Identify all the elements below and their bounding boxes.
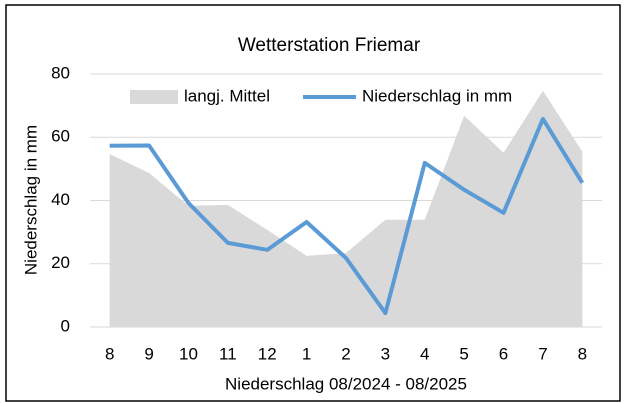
y-tick-label: 20 [51,253,70,272]
legend-label: Niederschlag in mm [362,86,512,105]
x-tick-label: 9 [144,344,153,363]
x-tick-label: 6 [499,344,508,363]
x-tick-label: 8 [578,344,587,363]
x-tick-label: 12 [258,344,277,363]
chart-title: Wetterstation Friemar [238,35,421,56]
y-tick-label: 0 [61,316,70,335]
line [109,116,585,316]
x-tick-label: 3 [381,344,390,363]
area [109,90,583,327]
legend-swatch [130,90,178,104]
x-tick-label: 1 [302,344,311,363]
legend-label: langj. Mittel [184,86,270,105]
x-tick-label: 2 [341,344,350,363]
y-axis-title: Niederschlag in mm [21,125,40,275]
x-tick-label: 5 [459,344,468,363]
x-axis-title: Niederschlag 08/2024 - 08/2025 [225,374,467,393]
y-tick-label: 60 [51,127,70,146]
x-tick-label: 10 [179,344,198,363]
x-tick-label: 4 [420,344,429,363]
y-tick-label: 80 [51,63,70,82]
x-tick-label: 8 [105,344,114,363]
y-tick-label: 40 [51,190,70,209]
x-tick-label: 11 [219,344,237,363]
x-tick-label: 7 [538,344,547,363]
